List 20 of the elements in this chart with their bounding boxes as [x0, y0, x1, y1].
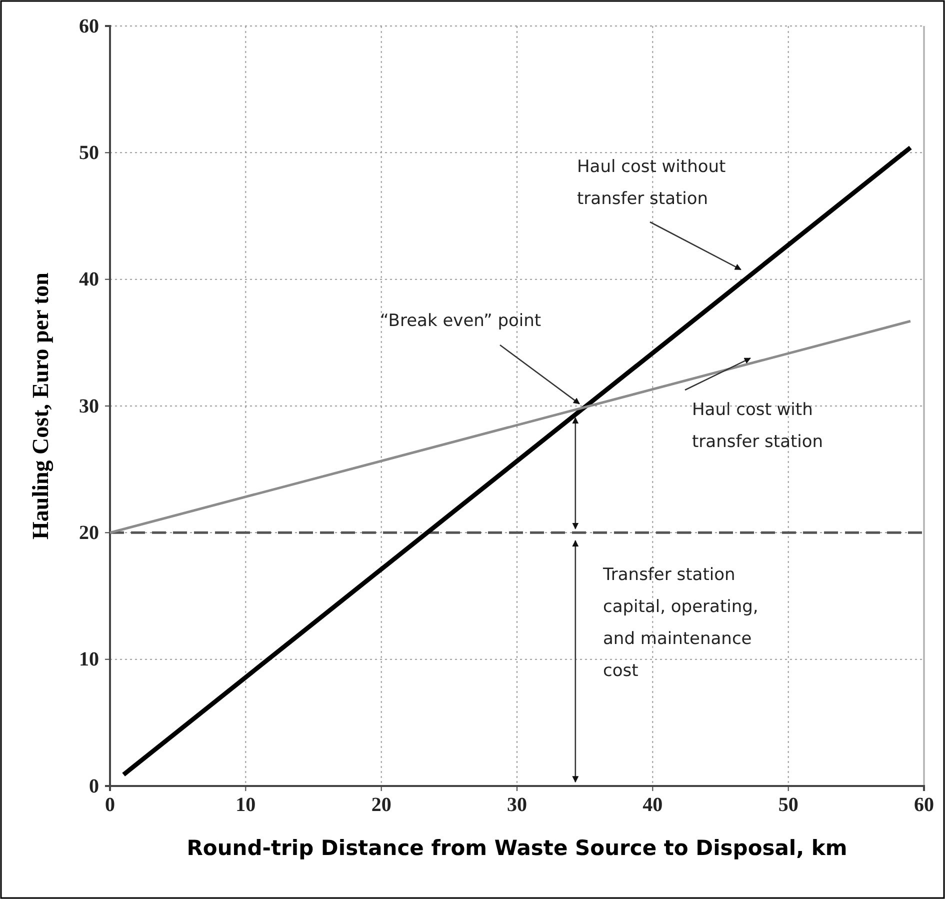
x-tick-label: 0	[105, 794, 115, 816]
annotation: Transfer station capital, operating, and maintenance cost	[602, 565, 758, 681]
x-axis-title: Round-trip Distance from Waste Source to Disposal, km	[186, 836, 848, 860]
x-tick-label: 20	[371, 794, 392, 816]
y-tick-label: 30	[79, 395, 99, 418]
y-tick-label: 20	[79, 522, 99, 544]
annotation: Haul cost without transfer station	[577, 157, 726, 209]
y-tick-label: 40	[79, 268, 99, 291]
annotation: “Break even” point	[380, 311, 542, 331]
y-tick-label: 50	[79, 142, 99, 164]
x-tick-label: 50	[778, 794, 798, 816]
x-tick-label: 30	[507, 794, 527, 816]
annotation: Haul cost with transfer station	[692, 400, 824, 452]
x-tick-label: 60	[914, 794, 934, 816]
y-tick-label: 10	[79, 648, 99, 671]
x-tick-label: 40	[642, 794, 663, 816]
y-axis-title: Hauling Cost, Euro per ton	[28, 272, 54, 540]
y-tick-label: 60	[79, 15, 99, 38]
x-tick-label: 10	[236, 794, 256, 816]
y-tick-label: 0	[89, 775, 99, 798]
